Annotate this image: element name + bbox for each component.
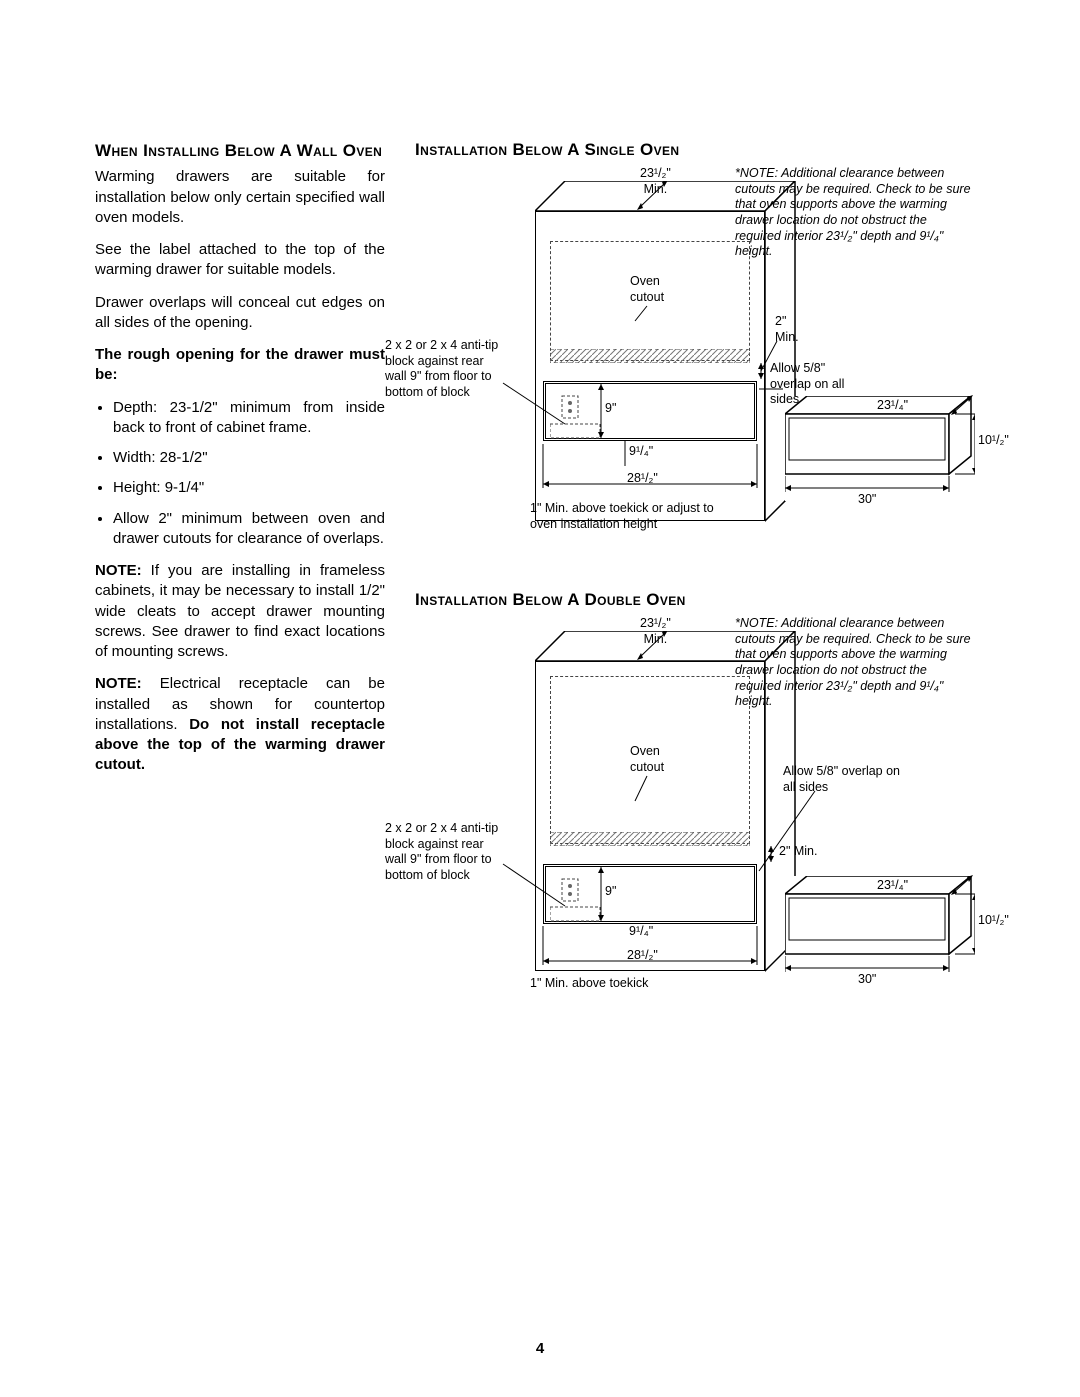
label-toekick: 1" Min. above toekick bbox=[530, 976, 730, 992]
list-item: Allow 2" minimum between oven and drawer… bbox=[113, 509, 385, 550]
diagram-single-oven: Installation Below A Single Oven bbox=[415, 140, 990, 550]
note-2: NOTE: Electrical receptacle can be insta… bbox=[95, 674, 385, 775]
dim-30: 30" bbox=[858, 972, 876, 988]
label-oven-cutout: Oven cutout bbox=[630, 274, 664, 305]
dim-10-1-2: 10¹/₂" bbox=[978, 913, 1009, 929]
left-column: When Installing Below A Wall Oven Warmin… bbox=[95, 140, 385, 1040]
dim-top-min: 23¹/₂" Min. bbox=[640, 616, 671, 647]
dim-9in: 9" bbox=[605, 401, 616, 417]
diagram-double-oven: Installation Below A Double Oven bbox=[415, 590, 990, 1000]
left-paragraph-1: Warming drawers are suitable for install… bbox=[95, 167, 385, 228]
note-1: NOTE: If you are installing in frameless… bbox=[95, 561, 385, 662]
double-note: *NOTE: Additional clearance between cuto… bbox=[735, 616, 975, 710]
label-oven-cutout: Oven cutout bbox=[630, 744, 664, 775]
double-oven-diagram: 23¹/₂" Min. *NOTE: Additional clearance … bbox=[415, 616, 975, 1000]
two-column-layout: When Installing Below A Wall Oven Warmin… bbox=[95, 140, 990, 1040]
dim-10-1-2: 10¹/₂" bbox=[978, 433, 1009, 449]
page-number: 4 bbox=[0, 1340, 1080, 1357]
rough-opening-list: Depth: 23-1/2" minimum from inside back … bbox=[95, 398, 385, 550]
diagram-title: Installation Below A Double Oven bbox=[415, 590, 990, 610]
left-paragraph-2: See the label attached to the top of the… bbox=[95, 240, 385, 281]
rough-opening-label: The rough opening for the drawer must be… bbox=[95, 345, 385, 386]
dim-28-1-2: 28¹/₂" bbox=[627, 948, 658, 964]
label-overlap: Allow 5/8" overlap on all sides bbox=[770, 361, 855, 408]
dim-30: 30" bbox=[858, 492, 876, 508]
dim-23-1-4: 23¹/₄" bbox=[877, 398, 908, 414]
note-label: NOTE: bbox=[95, 675, 142, 692]
dim-9in: 9" bbox=[605, 884, 616, 900]
single-note: *NOTE: Additional clearance between cuto… bbox=[735, 166, 975, 260]
label-anti-tip: 2 x 2 or 2 x 4 anti-tip block against re… bbox=[385, 338, 505, 401]
list-item: Width: 28-1/2" bbox=[113, 448, 385, 468]
dim-2min: 2" Min. bbox=[779, 844, 817, 860]
left-paragraph-3: Drawer overlaps will conceal cut edges o… bbox=[95, 293, 385, 334]
list-item: Height: 9-1/4" bbox=[113, 478, 385, 498]
single-oven-diagram: 23¹/₂" Min. *NOTE: Additional clearance … bbox=[415, 166, 975, 550]
label-anti-tip: 2 x 2 or 2 x 4 anti-tip block against re… bbox=[385, 821, 505, 884]
diagram-title: Installation Below A Single Oven bbox=[415, 140, 990, 160]
dim-top-min: 23¹/₂" Min. bbox=[640, 166, 671, 197]
right-column: Installation Below A Single Oven bbox=[415, 140, 990, 1040]
dim-9-1-4: 9¹/₄" bbox=[629, 444, 653, 460]
left-heading: When Installing Below A Wall Oven bbox=[95, 140, 385, 161]
dim-9-1-4: 9¹/₄" bbox=[629, 924, 653, 940]
dim-28-1-2: 28¹/₂" bbox=[627, 471, 658, 487]
page: When Installing Below A Wall Oven Warmin… bbox=[0, 0, 1080, 1397]
dim-2min: 2" Min. bbox=[775, 314, 799, 345]
label-toekick: 1" Min. above toekick or adjust to oven … bbox=[530, 501, 730, 532]
note-label: NOTE: bbox=[95, 562, 142, 579]
list-item: Depth: 23-1/2" minimum from inside back … bbox=[113, 398, 385, 439]
dim-23-1-4: 23¹/₄" bbox=[877, 878, 908, 894]
label-overlap: Allow 5/8" overlap on all sides bbox=[783, 764, 913, 795]
